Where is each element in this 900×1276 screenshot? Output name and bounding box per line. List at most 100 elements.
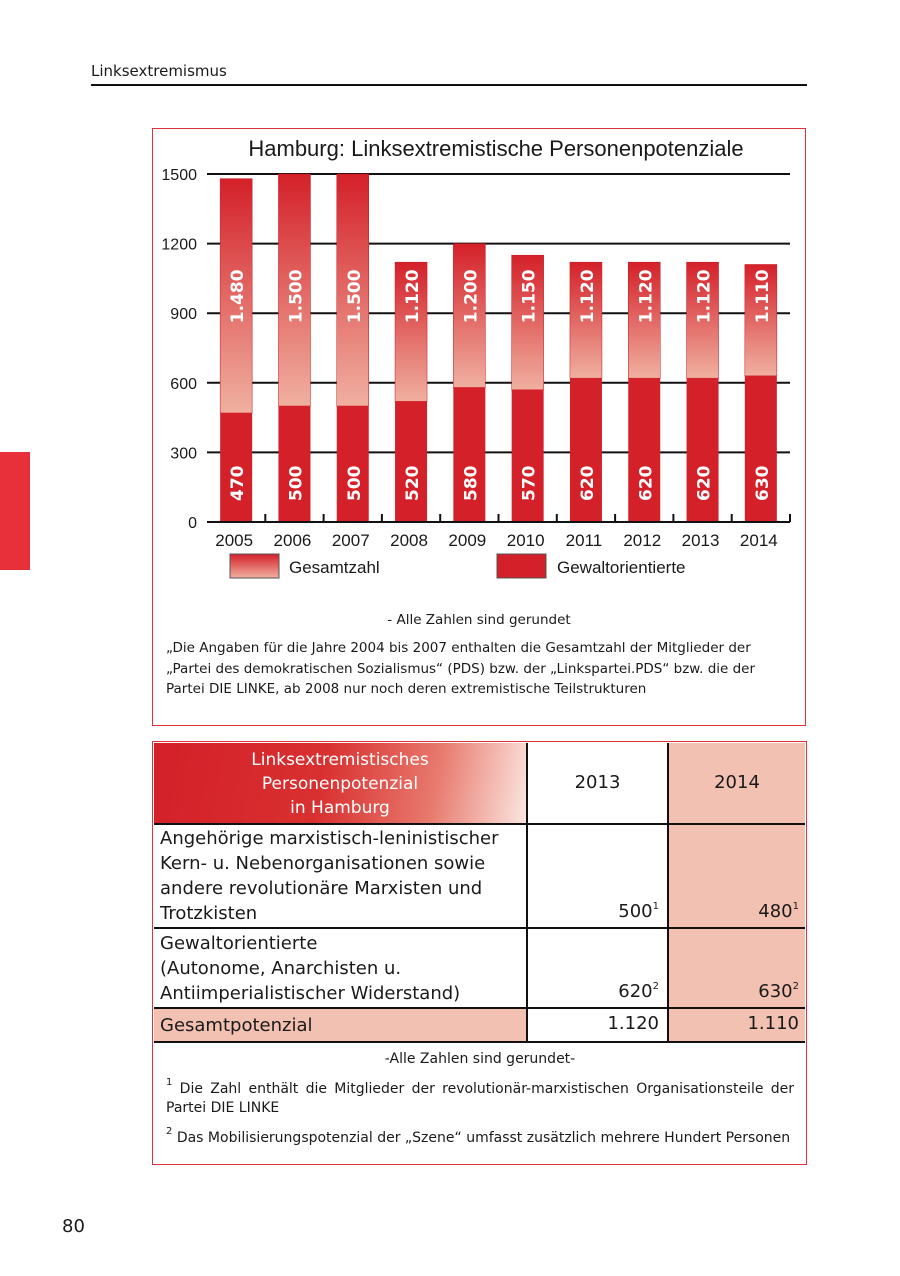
- running-title: Linksextremismus: [91, 62, 227, 80]
- chart-title: Hamburg: Linksextremistische Personenpot…: [248, 136, 743, 161]
- footnote-ref: 1: [652, 901, 659, 912]
- row-line: Kern- u. Nebenorganisationen sowie: [160, 853, 486, 874]
- bar-gewaltorientierte: [628, 378, 661, 522]
- page-number: 80: [62, 1216, 85, 1237]
- x-tick-label: 2007: [332, 531, 370, 550]
- data-label-gewaltorientierte: 580: [461, 465, 481, 501]
- header-rule: [91, 84, 807, 86]
- column-header-2013: 2013: [574, 772, 621, 793]
- bar-gesamtzahl: [511, 254, 544, 391]
- chart-rounding-note: - Alle Zahlen sind gerundet: [387, 612, 571, 628]
- table-row-label: Gewaltorientierte (Autonome, Anarchisten…: [160, 931, 460, 1006]
- y-tick-label: 1200: [161, 237, 197, 254]
- footnote-mark: 1: [166, 1077, 173, 1088]
- bar-gesamtzahl: [569, 261, 603, 379]
- y-tick-label: 1500: [161, 167, 197, 184]
- x-tick-label: 2014: [740, 531, 778, 550]
- table-divider: [667, 743, 669, 1042]
- x-tick-label: 2006: [274, 531, 312, 550]
- table-divider: [154, 823, 805, 825]
- value: 480: [758, 901, 793, 922]
- header-line: in Hamburg: [290, 798, 390, 818]
- data-label-gesamtzahl: 1.120: [578, 269, 598, 323]
- data-label-gesamtzahl: 1.480: [228, 269, 248, 323]
- bar-gewaltorientierte: [744, 375, 777, 522]
- data-label-gewaltorientierte: 570: [520, 465, 540, 501]
- data-label-gewaltorientierte: 500: [286, 465, 306, 501]
- cell-2014-row2: 6302: [669, 981, 799, 1002]
- table-rounding-note: -Alle Zahlen sind gerundet-: [384, 1051, 576, 1067]
- footnote-1: 1 Die Zahl enthält die Mitglieder der re…: [166, 1073, 794, 1118]
- value: 620: [618, 981, 653, 1002]
- bar-gesamtzahl: [336, 173, 369, 407]
- data-label-gesamtzahl: 1.500: [286, 269, 306, 323]
- bar-gewaltorientierte: [336, 406, 369, 522]
- cell-2013-row1: 5001: [528, 901, 659, 922]
- cell-2013-row2: 6202: [528, 981, 659, 1002]
- table-divider: [154, 1007, 805, 1009]
- total-label-bg: [154, 1009, 526, 1042]
- table-header-label: Linksextremistisches Personenpotenzial i…: [154, 743, 526, 823]
- bar-gewaltorientierte: [278, 406, 311, 522]
- y-tick-label: 0: [188, 515, 197, 532]
- data-label-gesamtzahl: 1.120: [695, 269, 715, 323]
- data-label-gewaltorientierte: 620: [636, 465, 656, 501]
- chart-frame: [152, 128, 806, 726]
- x-tick-label: 2009: [448, 531, 486, 550]
- legend-label-gesamtzahl: Gesamtzahl: [289, 558, 380, 577]
- bar-gesamtzahl: [744, 264, 778, 377]
- data-label-gewaltorientierte: 630: [753, 465, 773, 501]
- col-2014-bg: [669, 825, 805, 1007]
- header-line: Linksextremistisches: [251, 750, 429, 770]
- data-label-gewaltorientierte: 500: [345, 465, 365, 501]
- footnote-ref: 2: [652, 981, 659, 992]
- x-tick-label: 2010: [507, 531, 545, 550]
- row-line: Trotzkisten: [160, 903, 258, 924]
- bar-gewaltorientierte: [569, 378, 602, 522]
- data-label-gesamtzahl: 1.200: [461, 269, 481, 323]
- bar-gesamtzahl: [219, 178, 253, 414]
- chart-explanation-note: „Die Angaben für die Jahre 2004 bis 2007…: [166, 640, 756, 697]
- x-tick-label: 2012: [623, 531, 661, 550]
- table-frame: [152, 741, 807, 1165]
- bar-gewaltorientierte: [453, 387, 486, 522]
- data-label-gewaltorientierte: 620: [695, 465, 715, 501]
- data-label-gesamtzahl: 1.110: [753, 269, 773, 323]
- data-label-gesamtzahl: 1.150: [520, 269, 540, 323]
- row-line: (Autonome, Anarchisten u.: [160, 958, 402, 979]
- data-label-gesamtzahl: 1.120: [636, 269, 656, 323]
- column-header-2014: 2014: [669, 743, 805, 823]
- bar-gesamtzahl: [394, 261, 428, 402]
- bar-gewaltorientierte: [686, 378, 719, 522]
- total-2014-bg: [669, 1009, 805, 1042]
- x-tick-label: 2011: [566, 531, 603, 550]
- table-footnotes: -Alle Zahlen sind gerundet- 1 Die Zahl e…: [166, 1050, 794, 1152]
- legend-swatch-gewaltorientierte: [496, 553, 547, 579]
- footnote-ref: 2: [792, 981, 799, 992]
- bar-gesamtzahl: [686, 261, 719, 379]
- bar-gewaltorientierte: [511, 389, 544, 522]
- cell-2014-total: 1.110: [747, 1013, 799, 1034]
- bar-gesamtzahl: [453, 243, 486, 388]
- table-divider: [154, 927, 805, 929]
- row-line: Gewaltorientierte: [160, 933, 318, 954]
- x-tick-label: 2008: [390, 531, 428, 550]
- value: 500: [618, 901, 653, 922]
- footnote-text: Die Zahl enthält die Mitglieder der revo…: [166, 1081, 794, 1116]
- footnote-mark: 2: [166, 1126, 173, 1137]
- value: 630: [758, 981, 793, 1002]
- row-line: andere revolutionäre Marxisten und: [160, 878, 483, 899]
- data-label-gewaltorientierte: 470: [228, 465, 248, 501]
- row-line: Angehörige marxistisch-leninistischer: [160, 828, 499, 849]
- footnote-ref: 1: [792, 901, 799, 912]
- y-tick-label: 600: [170, 376, 197, 393]
- bar-gewaltorientierte: [220, 412, 253, 522]
- table-row-label: Angehörige marxistisch-leninistischer Ke…: [160, 826, 499, 926]
- bar-gesamtzahl: [628, 261, 661, 379]
- footnote-2: 2 Das Mobilisierungspotenzial der „Szene…: [166, 1122, 794, 1148]
- table-row-label-total: Gesamtpotenzial: [160, 1015, 313, 1036]
- cell-2013-total: 1.120: [607, 1013, 659, 1034]
- chapter-tab-marker: [0, 452, 30, 570]
- bar-gewaltorientierte: [395, 401, 428, 522]
